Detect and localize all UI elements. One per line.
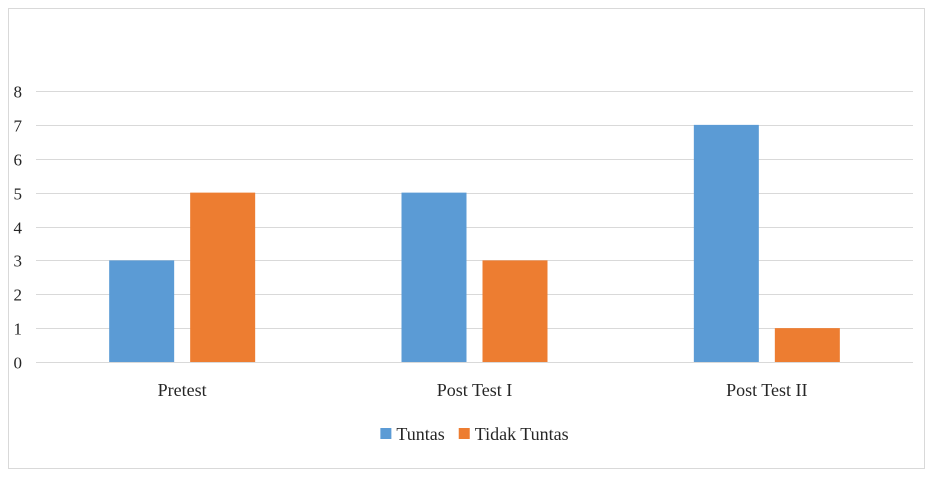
y-tick-label: 0 — [14, 354, 23, 373]
bar-tidak-tuntas — [774, 328, 840, 362]
legend-swatch — [380, 428, 392, 439]
bar-tidak-tuntas — [190, 192, 256, 362]
y-axis-ticks: 0 1 2 3 4 5 6 7 8 — [14, 83, 23, 373]
y-tick-label: 1 — [14, 320, 23, 339]
y-tick-label: 8 — [14, 83, 23, 102]
bar-tuntas — [693, 124, 759, 362]
legend-label: Tuntas — [396, 424, 444, 444]
legend: Tuntas Tidak Tuntas — [380, 424, 569, 444]
x-category-label: Pretest — [158, 380, 207, 400]
gridlines — [36, 91, 913, 363]
x-category-label: Post Test I — [437, 380, 512, 400]
y-tick-label: 2 — [14, 286, 23, 305]
y-tick-label: 6 — [14, 151, 23, 170]
x-category-label: Post Test II — [726, 380, 807, 400]
bar-tuntas — [401, 192, 467, 362]
y-tick-label: 5 — [14, 185, 23, 204]
y-tick-label: 7 — [14, 117, 23, 136]
bar-tuntas — [109, 260, 175, 362]
y-tick-label: 3 — [14, 252, 23, 271]
bars — [109, 124, 840, 362]
y-tick-label: 4 — [14, 219, 23, 238]
x-axis-categories: Pretest Post Test I Post Test II — [158, 380, 808, 400]
legend-swatch — [458, 428, 470, 439]
legend-label: Tidak Tuntas — [475, 424, 569, 444]
bar-tidak-tuntas — [482, 260, 548, 362]
